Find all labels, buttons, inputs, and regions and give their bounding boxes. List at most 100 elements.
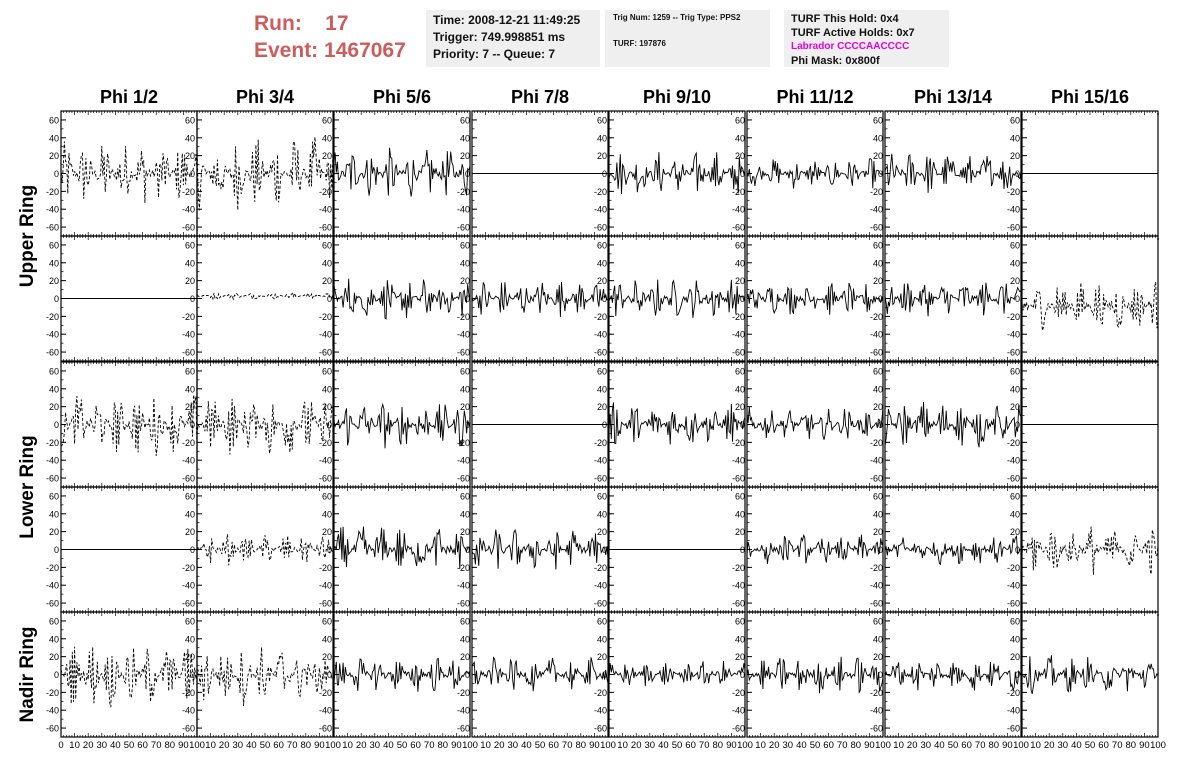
- y-tick-label-r3-c7-1: 40: [873, 384, 883, 394]
- y-tick-label-r2-c7-3: 0: [878, 294, 883, 304]
- y-tick-label-r3-c8-1: 40: [1010, 384, 1020, 394]
- panel-frame-r3-c1: [60, 361, 198, 488]
- y-tick-label-r1-c3-4: -20: [319, 187, 332, 197]
- y-tick-label-r3-c4-2: 20: [460, 402, 470, 412]
- y-tick-label-r2-c8-4: -20: [1007, 312, 1020, 322]
- trig-num-text: Trig Num: 1259 -- Trig Type: PPS2: [613, 13, 741, 22]
- y-tick-label-r2-c2-2: 20: [185, 276, 195, 286]
- y-tick-label-r3-c5-2: 20: [597, 402, 607, 412]
- waveform-r2-c3: [333, 278, 471, 320]
- y-tick-label-r3-c3-1: 40: [322, 384, 332, 394]
- y-tick-label-r3-c5-3: 0: [602, 420, 607, 430]
- y-tick-label-r1-c4-1: 40: [460, 133, 470, 143]
- run-event-header: Run: 17 Event: 1467067: [254, 10, 406, 64]
- y-tick-label-r1-c2-1: 40: [185, 133, 195, 143]
- waveform-r1-c2: [196, 136, 334, 211]
- waveform-r4-c4: [471, 528, 609, 570]
- y-tick-label-r4-c6-3: 0: [740, 545, 745, 555]
- y-tick-label-r4-c2-0: 60: [185, 491, 195, 501]
- y-tick-label-r1-c4-3: 0: [465, 169, 470, 179]
- y-tick-label-r2-c5-0: 60: [597, 240, 607, 250]
- y-tick-label-r4-c4-1: 40: [460, 509, 470, 519]
- trigger-text: Trigger: 749.998851 ms: [433, 30, 566, 44]
- y-tick-label-r2-c7-0: 60: [873, 240, 883, 250]
- waveform-r4-c8: [1021, 526, 1159, 575]
- y-tick-label-r2-c6-3: 0: [740, 294, 745, 304]
- y-tick-label-r2-c8-0: 60: [1010, 240, 1020, 250]
- y-tick-label-r4-c2-3: 0: [190, 545, 195, 555]
- y-tick-label-r4-c5-6: -60: [594, 599, 607, 609]
- y-tick-label-r3-c2-4: -20: [182, 438, 195, 448]
- y-tick-label-r4-c8-4: -20: [1007, 563, 1020, 573]
- y-tick-label-r3-c8-5: -40: [1007, 456, 1020, 466]
- y-tick-label-r5-c6-3: 0: [740, 670, 745, 680]
- y-tick-label-r1-c7-5: -40: [870, 205, 883, 215]
- y-tick-label-r3-c2-3: 0: [190, 420, 195, 430]
- y-tick-label-r4-c1-4: -20: [46, 563, 59, 573]
- panel-frame-r1-c1: [60, 110, 198, 237]
- y-tick-label-r1-c1-6: -60: [46, 223, 59, 233]
- y-tick-label-r2-c1-2: 20: [49, 276, 59, 286]
- panel-frame-r2-c7: [884, 235, 1022, 362]
- y-tick-label-r4-c1-6: -60: [46, 599, 59, 609]
- y-tick-label-r3-c5-1: 40: [597, 384, 607, 394]
- y-tick-label-r3-c5-4: -20: [594, 438, 607, 448]
- y-tick-label-r1-c5-2: 20: [597, 151, 607, 161]
- run-label: Run:: [254, 12, 302, 35]
- y-tick-label-r2-c3-3: 0: [327, 294, 332, 304]
- y-tick-label-r2-c4-0: 60: [460, 240, 470, 250]
- y-tick-label-r2-c7-1: 40: [873, 258, 883, 268]
- y-tick-label-r5-c4-4: -20: [457, 688, 470, 698]
- turf-hold-box: TURF This Hold: 0x4 TURF Active Holds: 0…: [784, 10, 949, 67]
- y-tick-label-r3-c3-6: -60: [319, 474, 332, 484]
- y-tick-label-r3-c7-2: 20: [873, 402, 883, 412]
- y-tick-label-r4-c3-3: 0: [327, 545, 332, 555]
- y-tick-label-r2-c3-4: -20: [319, 312, 332, 322]
- ring-label-1: Lower Ring: [17, 435, 38, 538]
- waveform-r2-c2: [196, 291, 334, 301]
- y-tick-label-r3-c8-2: 20: [1010, 402, 1020, 412]
- y-tick-label-r2-c2-3: 0: [190, 294, 195, 304]
- y-tick-label-r4-c1-5: -40: [46, 581, 59, 591]
- y-tick-label-r4-c2-2: 20: [185, 527, 195, 537]
- y-tick-label-r5-c6-5: -40: [732, 706, 745, 716]
- trig-num-box: Trig Num: 1259 -- Trig Type: PPS2 TURF: …: [605, 10, 770, 67]
- y-tick-label-r4-c4-3: 0: [465, 545, 470, 555]
- y-tick-label-r1-c1-4: -20: [46, 187, 59, 197]
- y-tick-label-r2-c6-5: -40: [732, 330, 745, 340]
- waveform-r2-c4: [471, 281, 609, 317]
- y-tick-label-r4-c6-6: -60: [732, 599, 745, 609]
- y-tick-label-r3-c3-2: 20: [322, 402, 332, 412]
- y-tick-label-r4-c4-2: 20: [460, 527, 470, 537]
- y-tick-label-r4-c8-6: -60: [1007, 599, 1020, 609]
- y-tick-label-r5-c3-5: -40: [319, 706, 332, 716]
- y-tick-label-r5-c3-6: -60: [319, 724, 332, 734]
- y-tick-label-r1-c6-0: 60: [735, 115, 745, 125]
- y-tick-label-r2-c1-4: -20: [46, 312, 59, 322]
- y-tick-label-r4-c7-1: 40: [873, 509, 883, 519]
- y-tick-label-r1-c5-5: -40: [594, 205, 607, 215]
- y-tick-label-r1-c3-5: -40: [319, 205, 332, 215]
- column-header-8: Phi 15/16: [1051, 87, 1129, 107]
- y-tick-label-r2-c3-1: 40: [322, 258, 332, 268]
- y-tick-label-r1-c1-2: 20: [49, 151, 59, 161]
- y-tick-label-r2-c3-2: 20: [322, 276, 332, 286]
- y-tick-label-r5-c4-0: 60: [460, 616, 470, 626]
- y-tick-label-r2-c6-1: 40: [735, 258, 745, 268]
- y-tick-label-r1-c1-5: -40: [46, 205, 59, 215]
- column-header-2: Phi 3/4: [236, 87, 294, 107]
- y-tick-label-r2-c4-4: -20: [457, 312, 470, 322]
- y-tick-label-r3-c6-6: -60: [732, 474, 745, 484]
- y-tick-label-r1-c6-5: -40: [732, 205, 745, 215]
- y-tick-label-r4-c2-5: -40: [182, 581, 195, 591]
- y-tick-label-r4-c1-2: 20: [49, 527, 59, 537]
- y-tick-label-r3-c7-6: -60: [870, 474, 883, 484]
- y-tick-label-r2-c7-5: -40: [870, 330, 883, 340]
- waveform-r3-c5: [608, 402, 746, 445]
- y-tick-label-r3-c8-3: 0: [1015, 420, 1020, 430]
- waveform-r2-c7: [884, 282, 1022, 317]
- y-tick-label-r5-c2-2: 20: [185, 652, 195, 662]
- y-tick-label-r1-c2-3: 0: [190, 169, 195, 179]
- y-tick-label-r5-c3-3: 0: [327, 670, 332, 680]
- y-tick-label-r2-c5-1: 40: [597, 258, 607, 268]
